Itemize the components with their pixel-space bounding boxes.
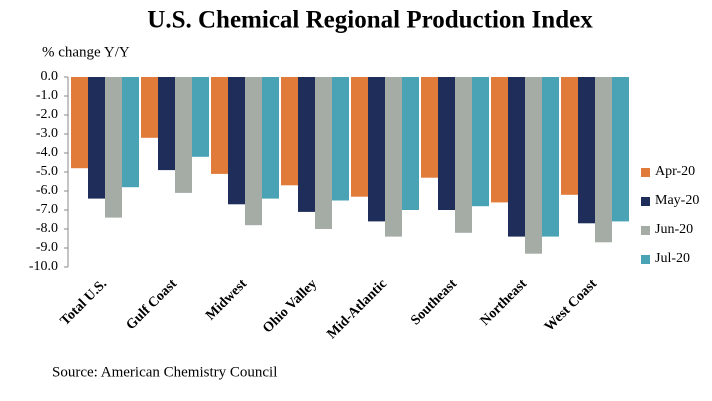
- bar: [438, 77, 455, 210]
- bar: [421, 77, 438, 178]
- bar: [332, 77, 349, 201]
- bar: [88, 77, 105, 199]
- bar: [315, 77, 332, 229]
- x-tick-label: Midwest: [203, 276, 250, 323]
- legend-label: Apr-20: [655, 164, 695, 179]
- bar: [141, 77, 158, 138]
- chart-title: U.S. Chemical Regional Production Index: [147, 7, 593, 34]
- bar: [578, 77, 595, 224]
- bar: [525, 77, 542, 254]
- y-tick-label: -1.0: [36, 88, 58, 103]
- bar: [71, 77, 88, 169]
- bar: [542, 77, 559, 237]
- bar: [472, 77, 489, 207]
- legend-swatch: [641, 255, 650, 264]
- y-tick-label: -8.0: [36, 221, 58, 236]
- bar: [385, 77, 402, 237]
- y-tick-label: -4.0: [36, 145, 58, 160]
- y-tick-label: 0.0: [41, 69, 59, 84]
- legend-swatch: [641, 197, 650, 206]
- legend-label: May-20: [655, 193, 699, 208]
- bar: [122, 77, 139, 188]
- bar: [192, 77, 209, 157]
- bar: [455, 77, 472, 233]
- y-tick-label: -3.0: [36, 126, 58, 141]
- bar: [158, 77, 175, 171]
- y-tick-label: -9.0: [36, 240, 58, 255]
- x-tick-label: West Coast: [542, 276, 600, 334]
- bar: [368, 77, 385, 222]
- y-tick-label: -5.0: [36, 164, 58, 179]
- legend-swatch: [641, 168, 650, 177]
- bar: [262, 77, 279, 199]
- y-tick-label: -7.0: [36, 202, 58, 217]
- x-tick-label: Northeast: [478, 276, 531, 329]
- bar: [228, 77, 245, 205]
- x-tick-label: Southeast: [408, 276, 460, 328]
- bar: [351, 77, 368, 197]
- source-note: Source: American Chemistry Council: [52, 364, 277, 380]
- y-tick-label: -2.0: [36, 107, 58, 122]
- bar: [175, 77, 192, 193]
- x-tick-label: Total U.S.: [58, 276, 110, 328]
- bar: [402, 77, 419, 210]
- x-tick-label: Gulf Coast: [124, 276, 181, 333]
- bar: [105, 77, 122, 218]
- y-tick-label: -6.0: [36, 183, 58, 198]
- y-tick-label: -10.0: [29, 259, 58, 274]
- bar: [508, 77, 525, 237]
- bar: [595, 77, 612, 243]
- legend-label: Jul-20: [655, 251, 690, 266]
- x-tick-label: Mid-Atlantic: [325, 276, 391, 342]
- bar: [211, 77, 228, 174]
- bar: [491, 77, 508, 203]
- y-axis-label: % change Y/Y: [42, 44, 130, 60]
- bar: [561, 77, 578, 195]
- legend-label: Jun-20: [655, 222, 693, 237]
- bar: [245, 77, 262, 226]
- bar: [298, 77, 315, 212]
- bar: [612, 77, 629, 222]
- legend-swatch: [641, 226, 650, 235]
- x-tick-label: Ohio Valley: [260, 276, 320, 336]
- bar: [281, 77, 298, 186]
